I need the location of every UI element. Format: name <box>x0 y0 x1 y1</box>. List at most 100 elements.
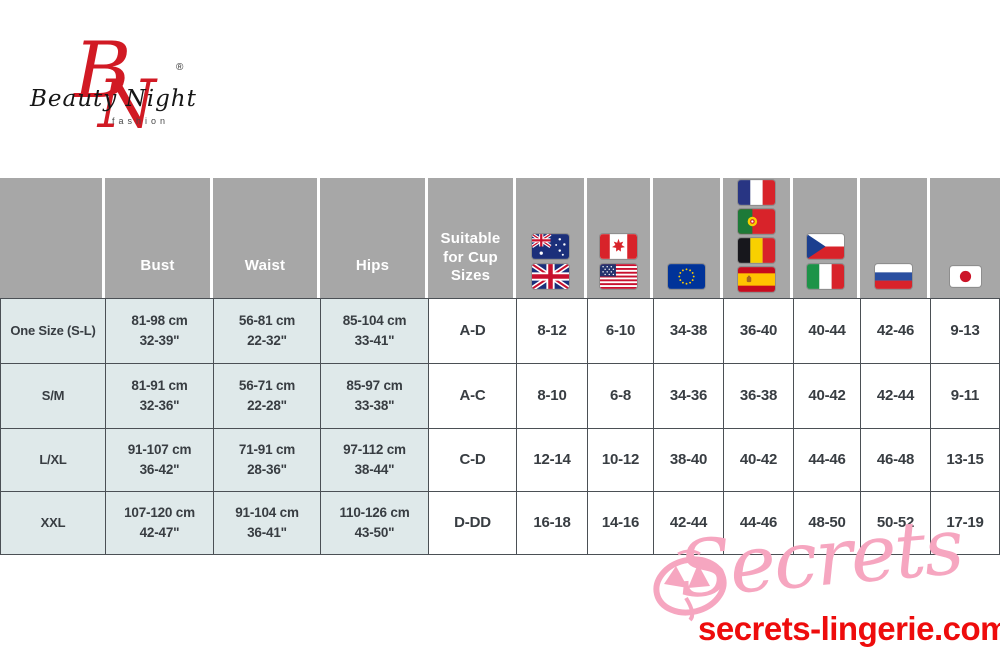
uk-flag-icon <box>531 264 569 289</box>
beauty-night-logo: B N Beauty Night ® fashion <box>28 32 208 151</box>
sm-us-cell: 6-8 <box>587 363 653 428</box>
header-col-canada-usa <box>587 178 653 298</box>
xxl-hips-cell: 110-126 cm 43-50" <box>320 491 428 555</box>
sm-eu-cell: 34-36 <box>653 363 723 428</box>
intl-value: 17-19 <box>946 513 984 531</box>
intl-value: 46-48 <box>876 450 915 468</box>
header-waist-label: Waist <box>244 257 286 275</box>
intl-value: 40-42 <box>739 450 778 468</box>
logo-tagline: fashion <box>112 116 170 126</box>
intl-value: 40-42 <box>808 386 846 404</box>
xxl-jp-cell: 17-19 <box>930 491 1000 555</box>
belgium-flag-icon <box>738 238 775 263</box>
czech-flag-icon <box>806 234 844 259</box>
intl-value: 10-12 <box>601 450 640 468</box>
intl-value: 40-44 <box>808 321 846 339</box>
one-size-bust-cell: 81-98 cm 32-39" <box>105 298 213 363</box>
intl-value: 12-14 <box>533 450 571 468</box>
intl-value: 6-10 <box>605 321 636 339</box>
sm-jp-cell: 9-11 <box>930 363 1000 428</box>
hips-cm: 97-112 cm <box>343 441 406 457</box>
row-sm-label: S/M <box>0 363 105 428</box>
bust-cm: 81-98 cm <box>131 312 188 328</box>
intl-value: 8-10 <box>537 386 567 404</box>
sm-fr-cell: 36-38 <box>723 363 793 428</box>
cup-value: C-D <box>459 450 486 468</box>
lxl-hips-cell: 97-112 cm 38-44" <box>320 428 428 491</box>
intl-value: 36-40 <box>739 321 778 339</box>
size-chart-table: Bust Waist Hips Suitable for Cup Sizes <box>0 178 1000 555</box>
xxl-cz-cell: 48-50 <box>793 491 860 555</box>
one-size-hips-cell: 85-104 cm 33-41" <box>320 298 428 363</box>
header-hips-label: Hips <box>355 257 390 275</box>
xxl-fr-cell: 44-46 <box>723 491 793 555</box>
waist-in: 22-32" <box>247 333 287 348</box>
cup-value: A-D <box>459 321 486 339</box>
intl-value: 50-52 <box>876 513 915 531</box>
logo-monogram-b: B <box>74 26 132 116</box>
france-flag-icon <box>738 180 775 205</box>
sm-uk-cell: 8-10 <box>516 363 587 428</box>
xxl-waist-cell: 91-104 cm 36-41" <box>213 491 320 555</box>
sm-cz-cell: 40-42 <box>793 363 860 428</box>
bust-cm: 81-91 cm <box>131 377 188 393</box>
hips-cm: 85-97 cm <box>346 377 403 393</box>
lxl-cz-cell: 44-46 <box>793 428 860 491</box>
waist-in: 36-41" <box>247 525 287 540</box>
intl-value: 6-8 <box>609 386 632 404</box>
one-size-cz-cell: 40-44 <box>793 298 860 363</box>
intl-value: 13-15 <box>946 450 984 468</box>
header-col-australia-uk <box>516 178 587 298</box>
size-value: L/XL <box>39 452 67 468</box>
hips-in: 33-38" <box>354 398 395 413</box>
intl-value: 34-36 <box>669 386 708 404</box>
japan-flag-icon <box>949 266 981 287</box>
sm-waist-cell: 56-71 cm 22-28" <box>213 363 320 428</box>
waist-cm: 56-81 cm <box>238 312 296 328</box>
lxl-jp-cell: 13-15 <box>930 428 1000 491</box>
sm-cup-cell: A-C <box>428 363 516 428</box>
size-value: S/M <box>41 388 65 404</box>
waist-cm: 91-104 cm <box>235 504 299 520</box>
header-col-japan <box>930 178 1000 298</box>
xxl-us-cell: 14-16 <box>587 491 653 555</box>
intl-value: 34-38 <box>669 321 708 339</box>
lxl-ru-cell: 46-48 <box>860 428 930 491</box>
bust-in: 42-47" <box>139 525 180 540</box>
intl-value: 8-12 <box>537 321 567 339</box>
one-size-jp-cell: 9-13 <box>930 298 1000 363</box>
one-size-cup-cell: A-D <box>428 298 516 363</box>
size-value: XXL <box>40 515 66 531</box>
intl-value: 16-18 <box>533 513 571 531</box>
header-cup-sizes: Suitable for Cup Sizes <box>428 178 516 298</box>
australia-flag-icon <box>531 234 569 259</box>
intl-value: 48-50 <box>808 513 846 531</box>
xxl-bust-cell: 107-120 cm 42-47" <box>105 491 213 555</box>
one-size-us-cell: 6-10 <box>587 298 653 363</box>
bust-in: 32-36" <box>139 398 180 413</box>
russia-flag-icon <box>875 264 912 289</box>
intl-value: 36-38 <box>739 386 778 404</box>
lxl-uk-cell: 12-14 <box>516 428 587 491</box>
xxl-ru-cell: 50-52 <box>860 491 930 555</box>
intl-value: 38-40 <box>669 450 708 468</box>
one-size-ru-cell: 42-46 <box>860 298 930 363</box>
lxl-cup-cell: C-D <box>428 428 516 491</box>
sm-ru-cell: 42-44 <box>860 363 930 428</box>
bust-cm: 107-120 cm <box>124 504 195 520</box>
row-one-size-label: One Size (S-L) <box>0 298 105 363</box>
cup-value: A-C <box>459 386 486 404</box>
spain-flag-icon <box>738 267 775 292</box>
intl-value: 9-13 <box>950 321 980 339</box>
intl-value: 9-11 <box>950 386 980 404</box>
header-bust-label: Bust <box>140 257 175 275</box>
header-bust: Bust <box>105 178 213 298</box>
bust-in: 32-39" <box>139 333 180 348</box>
hips-cm: 110-126 cm <box>339 504 410 520</box>
usa-flag-icon <box>600 264 637 289</box>
registered-trademark-icon: ® <box>176 62 184 73</box>
hips-cm: 85-104 cm <box>342 312 407 328</box>
waist-cm: 71-91 cm <box>238 441 296 457</box>
one-size-fr-cell: 36-40 <box>723 298 793 363</box>
italy-flag-icon <box>806 264 844 289</box>
